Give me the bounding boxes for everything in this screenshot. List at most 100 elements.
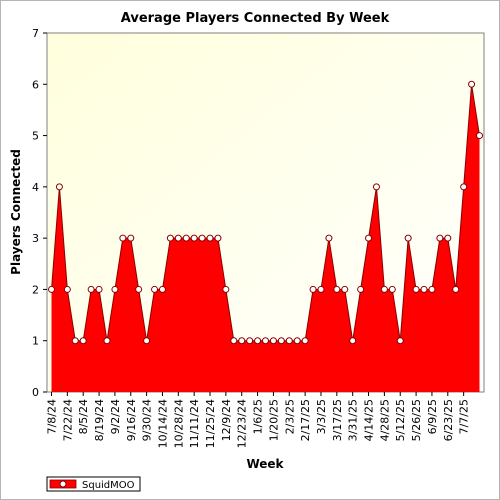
x-tick-label: 6/23/25 <box>442 399 455 441</box>
y-tick-label: 0 <box>32 386 39 399</box>
x-tick-label: 7/7/25 <box>458 399 471 434</box>
x-tick-label: 3/3/25 <box>315 399 328 434</box>
data-point <box>452 285 460 293</box>
x-tick-label: 2/17/25 <box>299 399 312 441</box>
x-tick-label: 8/19/24 <box>93 399 106 441</box>
x-axis: 7/8/24 7/22/24 8/5/24 8/19/24 9/2/24 9/16/24 9… <box>46 392 471 448</box>
data-point <box>293 337 301 345</box>
data-point <box>285 337 293 345</box>
data-point <box>254 337 262 345</box>
legend: SquidMOO <box>46 476 141 492</box>
data-point <box>269 337 277 345</box>
legend-label: SquidMOO <box>82 480 135 491</box>
data-point <box>143 337 151 345</box>
data-point <box>436 234 444 242</box>
x-tick-label: 4/28/25 <box>378 399 391 441</box>
data-point <box>333 285 341 293</box>
data-point <box>79 337 87 345</box>
data-point <box>444 234 452 242</box>
data-point <box>476 132 483 140</box>
data-point <box>182 234 190 242</box>
data-point <box>460 183 468 191</box>
data-point <box>404 234 412 242</box>
x-tick-label: 4/14/25 <box>363 399 376 441</box>
data-point <box>238 337 246 345</box>
data-point <box>55 183 63 191</box>
chart-title: Average Players Connected By Week <box>121 11 390 26</box>
series-area-fill <box>51 84 480 393</box>
data-point <box>317 285 325 293</box>
x-tick-label: 5/12/25 <box>394 399 407 441</box>
data-point <box>103 337 111 345</box>
data-point <box>111 285 119 293</box>
data-point <box>230 337 238 345</box>
data-point <box>151 285 159 293</box>
y-tick-label: 1 <box>32 335 39 348</box>
x-tick-label: 3/17/25 <box>331 399 344 441</box>
x-tick-label: 8/5/24 <box>77 399 90 434</box>
legend-marker <box>59 480 67 488</box>
data-point <box>190 234 198 242</box>
x-tick-label: 12/9/24 <box>220 399 233 441</box>
data-point <box>357 285 365 293</box>
x-tick-label: 6/9/25 <box>426 399 439 434</box>
x-tick-label: 1/20/25 <box>267 399 280 441</box>
x-tick-label: 10/28/24 <box>172 399 185 448</box>
data-point <box>380 285 388 293</box>
x-tick-label: 12/23/24 <box>236 399 249 448</box>
x-tick-label: 11/11/24 <box>188 399 201 448</box>
x-axis-title: Week <box>246 457 284 471</box>
data-point <box>301 337 309 345</box>
data-point <box>412 285 420 293</box>
data-point <box>246 337 254 345</box>
data-point <box>365 234 373 242</box>
data-point <box>63 285 71 293</box>
data-point <box>372 183 380 191</box>
data-point <box>198 234 206 242</box>
x-tick-label: 3/31/25 <box>347 399 360 441</box>
data-point <box>277 337 285 345</box>
x-tick-label: 5/26/25 <box>410 399 423 441</box>
y-axis: 0 1 2 3 4 5 6 7 <box>32 27 47 399</box>
series-markers <box>48 80 483 345</box>
x-tick-label: 9/16/24 <box>125 399 138 441</box>
y-axis-title: Players Connected <box>9 149 23 275</box>
data-point <box>222 285 230 293</box>
y-tick-label: 2 <box>32 283 39 296</box>
data-point <box>388 285 396 293</box>
data-point <box>262 337 269 345</box>
y-tick-label: 6 <box>32 78 39 91</box>
x-tick-label: 11/25/24 <box>204 399 217 448</box>
data-point <box>87 285 95 293</box>
data-point <box>166 234 174 242</box>
y-tick-label: 5 <box>32 130 39 143</box>
x-tick-label: 9/30/24 <box>141 399 154 441</box>
data-point <box>428 285 436 293</box>
data-point <box>206 234 214 242</box>
data-point <box>158 285 166 293</box>
data-point <box>396 337 404 345</box>
x-tick-label: 2/3/25 <box>283 399 296 434</box>
data-point <box>325 234 333 242</box>
data-point <box>174 234 182 242</box>
data-point <box>420 285 428 293</box>
data-point <box>95 285 103 293</box>
data-point <box>48 285 55 293</box>
x-tick-label: 9/2/24 <box>109 399 122 434</box>
y-tick-label: 3 <box>32 232 39 245</box>
data-point <box>214 234 222 242</box>
data-point <box>119 234 127 242</box>
y-tick-label: 7 <box>32 27 39 40</box>
data-point <box>468 80 476 88</box>
x-tick-label: 10/14/24 <box>156 399 169 448</box>
y-tick-label: 4 <box>32 181 39 194</box>
data-point <box>341 285 349 293</box>
data-point <box>127 234 135 242</box>
x-tick-label: 7/22/24 <box>61 399 74 441</box>
data-point <box>135 285 143 293</box>
x-tick-label: 1/6/25 <box>252 399 265 434</box>
data-point <box>309 285 317 293</box>
x-tick-label: 7/8/24 <box>46 399 59 434</box>
data-point <box>349 337 357 345</box>
